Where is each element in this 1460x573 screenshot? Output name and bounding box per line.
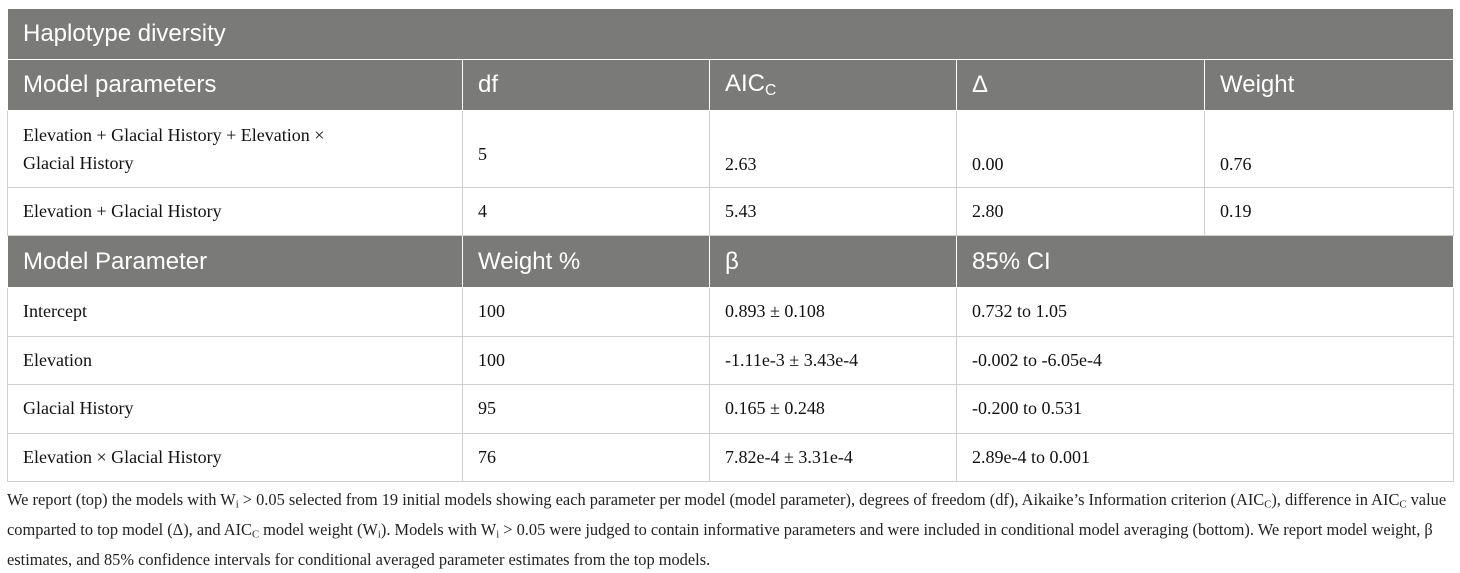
table-row: Elevation + Glacial History 4 5.43 2.80 … bbox=[7, 187, 1455, 236]
param-beta: 0.893 ± 0.108 bbox=[709, 287, 957, 337]
param-name: Elevation bbox=[7, 335, 463, 385]
footnote-sub: i bbox=[496, 529, 500, 541]
footnote-sub: i bbox=[235, 499, 239, 511]
header-beta: β bbox=[709, 235, 957, 288]
footnote-text: ), difference in AIC bbox=[1271, 490, 1400, 509]
param-beta: 0.165 ± 0.248 bbox=[709, 384, 957, 434]
footnote-text: ). Models with W bbox=[380, 520, 497, 540]
header-weight-percent: Weight % bbox=[462, 235, 710, 288]
header-aicc-main: AIC bbox=[725, 70, 766, 98]
param-weight: 95 bbox=[462, 384, 710, 434]
model-delta: 2.80 bbox=[956, 187, 1205, 236]
table-row: Elevation × Glacial History 76 7.82e-4 ±… bbox=[7, 432, 1455, 482]
model-name-line2: Glacial History bbox=[23, 153, 134, 173]
param-ci: -0.002 to -6.05e-4 bbox=[955, 335, 1455, 385]
param-name: Glacial History bbox=[7, 384, 463, 434]
param-ci: 0.732 to 1.05 bbox=[955, 287, 1455, 337]
model-delta: 0.00 bbox=[956, 110, 1205, 188]
haplotype-diversity-table: Haplotype diversity Model parameters df … bbox=[6, 8, 1455, 482]
model-weight: 0.76 bbox=[1203, 110, 1455, 188]
header-ci: 85% CI bbox=[955, 235, 1455, 288]
footnote-sub: i bbox=[377, 529, 381, 541]
table-title: Haplotype diversity bbox=[6, 8, 1455, 60]
table-footnote: We report (top) the models with Wi > 0.0… bbox=[7, 488, 1453, 573]
model-aicc: 5.43 bbox=[709, 187, 957, 236]
models-header-row: Model parameters df AICC Δ Weight bbox=[7, 59, 1455, 111]
footnote-text: We report (top) the models with W bbox=[7, 490, 236, 509]
footnote-text: value comparted to top model (Δ), and AI… bbox=[7, 490, 1447, 540]
footnote-text: > 0.05 were judged to contain informativ… bbox=[7, 520, 1433, 570]
model-df: 4 bbox=[462, 187, 710, 236]
param-beta: 7.82e-4 ± 3.31e-4 bbox=[709, 432, 957, 482]
table-row: Elevation + Glacial History + Elevation … bbox=[7, 110, 1455, 188]
table-row: Intercept 100 0.893 ± 0.108 0.732 to 1.0… bbox=[7, 287, 1455, 337]
params-header-row: Model Parameter Weight % β 85% CI bbox=[7, 235, 1455, 288]
table-title-row: Haplotype diversity bbox=[6, 8, 1455, 60]
data-table-container: Haplotype diversity Model parameters df … bbox=[6, 8, 1455, 482]
param-name: Intercept bbox=[7, 287, 463, 337]
param-weight: 100 bbox=[462, 335, 710, 385]
header-model-parameters: Model parameters bbox=[7, 59, 463, 111]
footnote-text: model weight (W bbox=[259, 520, 378, 540]
header-delta: Δ bbox=[956, 59, 1205, 111]
header-aicc: AICC bbox=[709, 59, 957, 111]
header-df: df bbox=[462, 59, 710, 111]
model-name-line1: Elevation + Glacial History + Elevation … bbox=[23, 125, 325, 145]
footnote-sub: C bbox=[1399, 499, 1407, 511]
model-df: 5 bbox=[462, 110, 710, 188]
param-weight: 76 bbox=[462, 432, 710, 482]
table-row: Elevation 100 -1.11e-3 ± 3.43e-4 -0.002 … bbox=[7, 335, 1455, 385]
param-name: Elevation × Glacial History bbox=[7, 432, 463, 482]
header-weight: Weight bbox=[1203, 59, 1455, 111]
model-name-cell: Elevation + Glacial History + Elevation … bbox=[7, 110, 463, 188]
footnote-text: > 0.05 selected from 19 initial models s… bbox=[238, 490, 1265, 509]
header-model-parameter: Model Parameter bbox=[7, 235, 463, 288]
param-ci: -0.200 to 0.531 bbox=[955, 384, 1455, 434]
model-aicc: 2.63 bbox=[709, 110, 957, 188]
header-aicc-sub: C bbox=[765, 81, 777, 99]
model-weight: 0.19 bbox=[1203, 187, 1455, 236]
footnote-sub: C bbox=[1264, 499, 1272, 511]
table-row: Glacial History 95 0.165 ± 0.248 -0.200 … bbox=[7, 384, 1455, 434]
footnote-sub: C bbox=[251, 529, 260, 541]
param-beta: -1.11e-3 ± 3.43e-4 bbox=[709, 335, 957, 385]
model-name: Elevation + Glacial History bbox=[7, 187, 463, 236]
param-weight: 100 bbox=[462, 287, 710, 337]
param-ci: 2.89e-4 to 0.001 bbox=[955, 432, 1455, 482]
